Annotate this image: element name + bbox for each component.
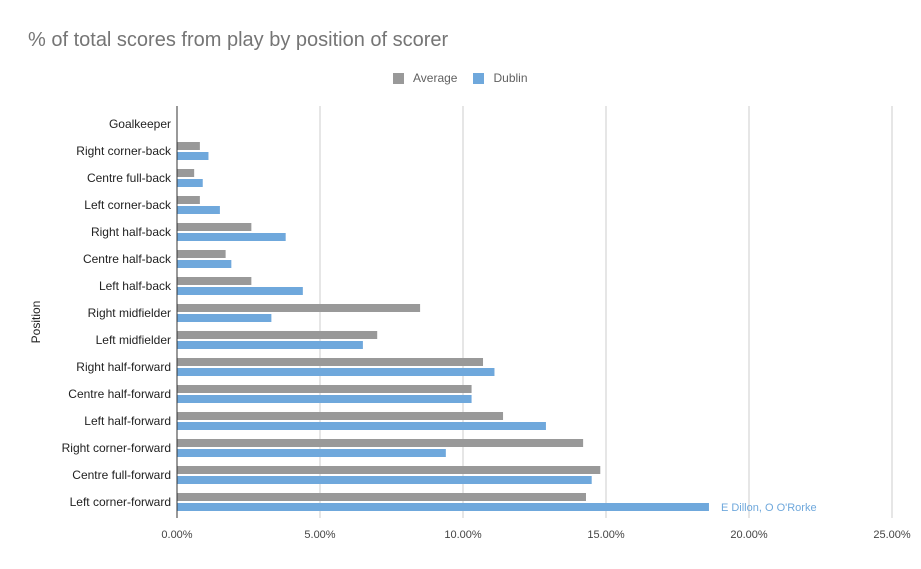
legend: Average Dublin [393, 71, 544, 85]
bar-average [177, 196, 200, 204]
y-category-label: Goalkeeper [109, 117, 171, 131]
bar-dublin [177, 314, 272, 322]
legend-label-average: Average [413, 71, 458, 85]
y-category-label: Left corner-back [84, 198, 172, 212]
chart-title: % of total scores from play by position … [28, 29, 449, 51]
bar-annotation: E Dillon, O O'Rorke [721, 502, 817, 514]
bar-average [177, 142, 200, 150]
x-tick-label: 25.00% [873, 529, 911, 541]
y-category-label: Right corner-back [76, 144, 172, 158]
bar-average [177, 277, 252, 285]
y-category-label: Left half-forward [84, 414, 171, 428]
bar-dublin [177, 179, 203, 187]
bar-dublin [177, 368, 495, 376]
y-category-label: Right corner-forward [62, 441, 171, 455]
x-tick-label: 20.00% [730, 529, 768, 541]
bar-average [177, 385, 472, 393]
x-tick-label: 15.00% [587, 529, 625, 541]
bar-average [177, 412, 504, 420]
y-category-label: Right half-forward [76, 360, 171, 374]
bar-dublin [177, 260, 232, 268]
bar-dublin [177, 449, 446, 457]
bar-dublin [177, 476, 592, 484]
y-category-label: Centre full-back [87, 171, 172, 185]
legend-item-dublin: Dublin [473, 71, 528, 85]
y-category-label: Left midfielder [96, 333, 171, 347]
bar-average [177, 439, 584, 447]
y-category-label: Centre half-forward [68, 387, 171, 401]
y-category-label: Left half-back [99, 279, 172, 293]
bar-average [177, 223, 252, 231]
y-category-label: Right midfielder [88, 306, 171, 320]
bar-dublin [177, 341, 363, 349]
bar-dublin [177, 206, 220, 214]
y-category-label: Left corner-forward [70, 495, 171, 509]
bar-average [177, 358, 484, 366]
bar-dublin [177, 422, 546, 430]
x-tick-label: 10.00% [444, 529, 482, 541]
y-category-label: Centre half-back [83, 252, 172, 266]
bar-dublin [177, 233, 286, 241]
bar-dublin [177, 152, 209, 160]
legend-swatch-dublin [473, 72, 485, 84]
bar-average [177, 493, 586, 501]
y-category-label: Right half-back [91, 225, 172, 239]
x-tick-label: 0.00% [161, 529, 192, 541]
bar-average [177, 250, 226, 258]
bar-average [177, 169, 195, 177]
legend-label-dublin: Dublin [493, 71, 528, 85]
legend-item-average: Average [393, 71, 457, 85]
bar-dublin [177, 503, 709, 511]
x-tick-label: 5.00% [304, 529, 335, 541]
bar-average [177, 331, 378, 339]
bar-dublin [177, 395, 472, 403]
bar-average [177, 304, 421, 312]
bar-average [177, 466, 601, 474]
legend-swatch-average [393, 72, 404, 84]
bar-dublin [177, 287, 303, 295]
y-category-label: Centre full-forward [72, 468, 171, 482]
